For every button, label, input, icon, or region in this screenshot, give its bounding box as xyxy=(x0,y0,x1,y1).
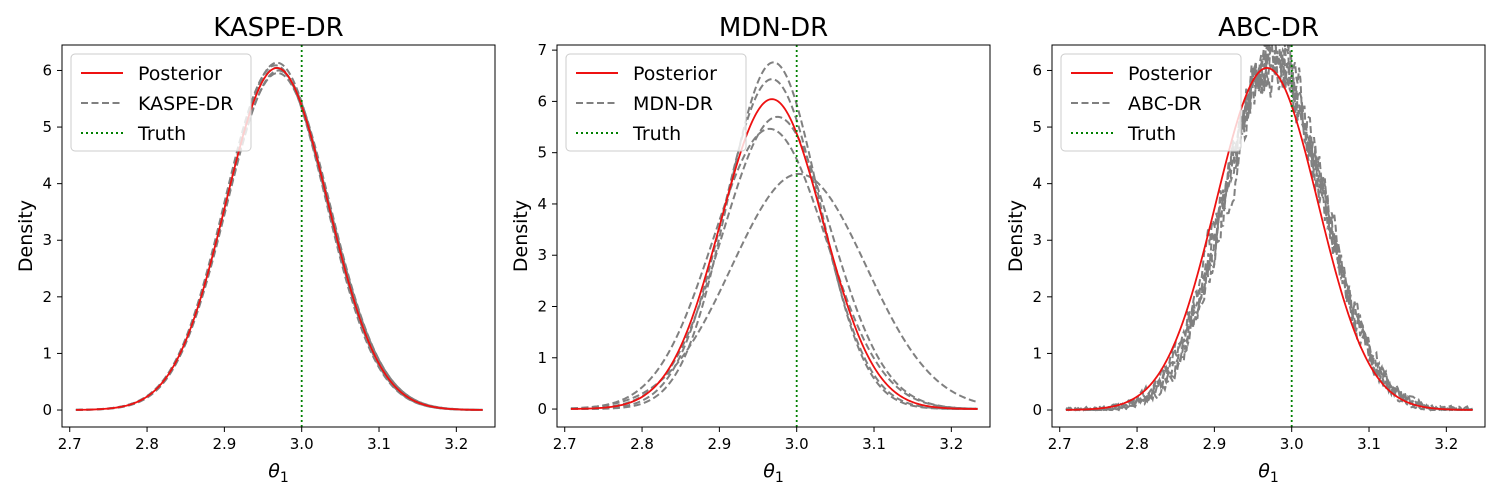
estimate-curve-2 xyxy=(570,78,978,411)
chart-title: MDN-DR xyxy=(719,13,828,43)
legend-estimate-label: MDN-DR xyxy=(633,93,713,115)
y-tick-label: 5 xyxy=(42,118,52,136)
legend-box xyxy=(1060,53,1242,152)
posterior-curve xyxy=(1065,67,1473,411)
y-tick-label: 1 xyxy=(537,349,547,367)
y-tick-label: 1 xyxy=(1032,344,1042,362)
posterior-curve xyxy=(75,67,483,411)
legend-posterior-label: Posterior xyxy=(138,63,222,85)
estimate-curve-4 xyxy=(570,127,978,410)
legend: Posterior MDN-DR Truth xyxy=(565,53,747,152)
x-tick-label: 2.9 xyxy=(212,435,236,453)
y-tick-label: 5 xyxy=(1032,118,1042,136)
legend: Posterior KASPE-DR Truth xyxy=(70,53,252,152)
legend-posterior-label: Posterior xyxy=(633,63,717,85)
y-tick-label: 2 xyxy=(42,288,52,306)
x-tick-label: 3.1 xyxy=(367,435,391,453)
y-tick-label: 6 xyxy=(1032,61,1042,79)
x-axis-label: θ1 xyxy=(268,460,289,486)
x-tick-label: 2.7 xyxy=(58,435,82,453)
y-axis-label: Density xyxy=(510,200,532,272)
x-axis-label: θ1 xyxy=(1258,460,1279,486)
subplot-2: 2.7 2.8 2.9 3.0 3.1 3.2 0 1 2 3 4 5 6 7 MDN-DR Density θ… xyxy=(510,13,991,486)
posterior-curve xyxy=(570,98,978,410)
y-axis-label: Density xyxy=(1005,200,1027,272)
x-tick-label: 2.9 xyxy=(1202,435,1226,453)
y-tick-label: 2 xyxy=(1032,288,1042,306)
axes-frame xyxy=(556,44,991,428)
x-tick-label: 3.2 xyxy=(1434,435,1458,453)
chart-title: ABC-DR xyxy=(1218,13,1319,43)
y-tick-label: 4 xyxy=(1032,175,1042,193)
estimate-curve-3 xyxy=(570,115,978,410)
x-tick-label: 2.8 xyxy=(135,435,159,453)
x-tick-label: 2.9 xyxy=(707,435,731,453)
y-axis-label: Density xyxy=(15,200,37,272)
x-tick-label: 3.1 xyxy=(1357,435,1381,453)
y-tick-label: 7 xyxy=(537,41,547,59)
x-tick-label: 2.7 xyxy=(553,435,577,453)
y-tick-label: 3 xyxy=(42,231,52,249)
plot-area xyxy=(570,61,978,411)
legend-estimate-label: ABC-DR xyxy=(1128,93,1202,115)
x-tick-label: 3.0 xyxy=(785,435,809,453)
chart-title: KASPE-DR xyxy=(213,13,343,43)
estimate-curve-5 xyxy=(570,172,978,410)
axes-frame xyxy=(1051,44,1486,428)
legend-posterior-label: Posterior xyxy=(1128,63,1212,85)
subplot-1: 2.7 2.8 2.9 3.0 3.1 3.2 0 1 2 3 4 5 6 KASPE-DR Density… xyxy=(15,13,496,486)
y-tick-label: 0 xyxy=(1032,401,1042,419)
plot-area xyxy=(75,61,483,411)
legend: Posterior ABC-DR Truth xyxy=(1060,53,1242,152)
legend-truth-label: Truth xyxy=(137,123,186,145)
y-tick-label: 3 xyxy=(1032,231,1042,249)
estimate-curve-5 xyxy=(1065,45,1473,412)
y-tick-label: 2 xyxy=(537,298,547,316)
x-tick-label: 3.0 xyxy=(1280,435,1304,453)
legend-truth-label: Truth xyxy=(632,123,681,145)
y-tick-label: 0 xyxy=(42,401,52,419)
x-tick-label: 2.8 xyxy=(630,435,654,453)
axes-frame xyxy=(61,44,496,428)
legend-box xyxy=(70,53,252,152)
x-tick-label: 3.0 xyxy=(290,435,314,453)
subplot-3: 2.7 2.8 2.9 3.0 3.1 3.2 0 1 2 3 4 5 6 ABC-DR Density θ1… xyxy=(1005,13,1486,486)
y-tick-label: 3 xyxy=(537,246,547,264)
y-tick-label: 0 xyxy=(537,400,547,418)
x-axis-label: θ1 xyxy=(763,460,784,486)
x-tick-label: 2.7 xyxy=(1048,435,1072,453)
x-tick-label: 3.1 xyxy=(862,435,886,453)
x-tick-label: 2.8 xyxy=(1125,435,1149,453)
y-tick-label: 5 xyxy=(537,144,547,162)
y-tick-label: 1 xyxy=(42,344,52,362)
y-tick-label: 6 xyxy=(537,92,547,110)
y-tick-label: 6 xyxy=(42,61,52,79)
legend-estimate-label: KASPE-DR xyxy=(138,93,233,115)
x-tick-label: 3.2 xyxy=(939,435,963,453)
legend-truth-label: Truth xyxy=(1127,123,1176,145)
estimate-curve-1 xyxy=(570,61,978,411)
legend-box xyxy=(565,53,747,152)
y-tick-label: 4 xyxy=(42,175,52,193)
y-tick-label: 4 xyxy=(537,195,547,213)
plot-area xyxy=(1065,45,1474,412)
x-tick-label: 3.2 xyxy=(444,435,468,453)
